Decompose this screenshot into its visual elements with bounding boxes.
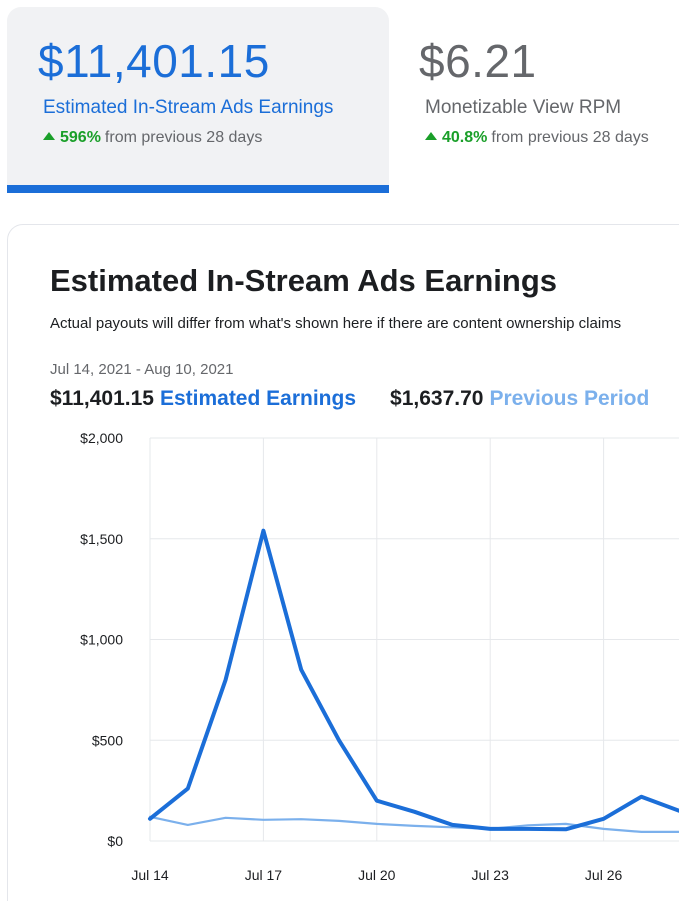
x-tick-label: Jul 14 — [131, 867, 169, 883]
series-line-current — [148, 528, 679, 832]
y-axis: $2,000 $1,500 $1,000 $500 $0 — [80, 430, 123, 849]
kpi-earnings-delta-text: from previous 28 days — [104, 129, 263, 146]
x-tick-label: Jul 23 — [472, 867, 510, 883]
totals-row: $11,401.15 Estimated Earnings $1,637.70 Pre… — [50, 385, 649, 413]
kpi-rpm-delta-value: 40.8% — [442, 129, 488, 146]
y-tick-label: $500 — [92, 732, 123, 748]
kpi-tab-rpm[interactable]: $6.21 Monetizable View RPM 40.8% from pre… — [389, 7, 679, 193]
kpi-earnings-label: Estimated In-Stream Ads Earnings — [43, 97, 334, 118]
legend-previous-label[interactable]: Previous Period — [489, 387, 650, 410]
grid — [149, 437, 679, 842]
kpi-rpm-label: Monetizable View RPM — [425, 97, 622, 118]
kpi-earnings-delta-value: 596% — [60, 129, 101, 146]
trend-up-icon — [43, 132, 55, 140]
kpi-earnings-delta: 596% from previous 28 days — [43, 128, 262, 148]
trend-up-icon — [425, 132, 437, 140]
x-tick-label: Jul 26 — [585, 867, 623, 883]
current-total: $11,401.15 — [50, 387, 154, 410]
kpi-earnings-value: $11,401.15 — [38, 35, 270, 87]
series-line-previous — [148, 815, 679, 834]
kpi-rpm-delta-text: from previous 28 days — [491, 129, 649, 146]
previous-total: $1,637.70 — [390, 387, 484, 410]
legend-current-label[interactable]: Estimated Earnings — [159, 387, 357, 410]
date-range: Jul 14, 2021 - Aug 10, 2021 — [50, 361, 234, 378]
card-title: Estimated In-Stream Ads Earnings — [50, 263, 558, 298]
kpi-tab-earnings[interactable]: $11,401.15 Estimated In-Stream Ads Earni… — [7, 7, 389, 193]
x-tick-label: Jul 20 — [358, 867, 396, 883]
x-tick-label: Jul 17 — [245, 867, 283, 883]
y-tick-label: $1,500 — [80, 531, 123, 547]
kpi-rpm-delta: 40.8% from previous 28 days — [425, 128, 649, 148]
series-lines — [148, 528, 679, 834]
earnings-card: Estimated In-Stream Ads Earnings Actual … — [7, 224, 679, 901]
card-subtitle: Actual payouts will differ from what's s… — [50, 315, 622, 332]
y-tick-label: $0 — [107, 833, 123, 849]
kpi-rpm-value: $6.21 — [419, 35, 537, 87]
y-tick-label: $2,000 — [80, 430, 123, 446]
x-axis: Jul 14 Jul 17 Jul 20 Jul 23 Jul 26 — [131, 867, 622, 883]
y-tick-label: $1,000 — [80, 632, 123, 648]
